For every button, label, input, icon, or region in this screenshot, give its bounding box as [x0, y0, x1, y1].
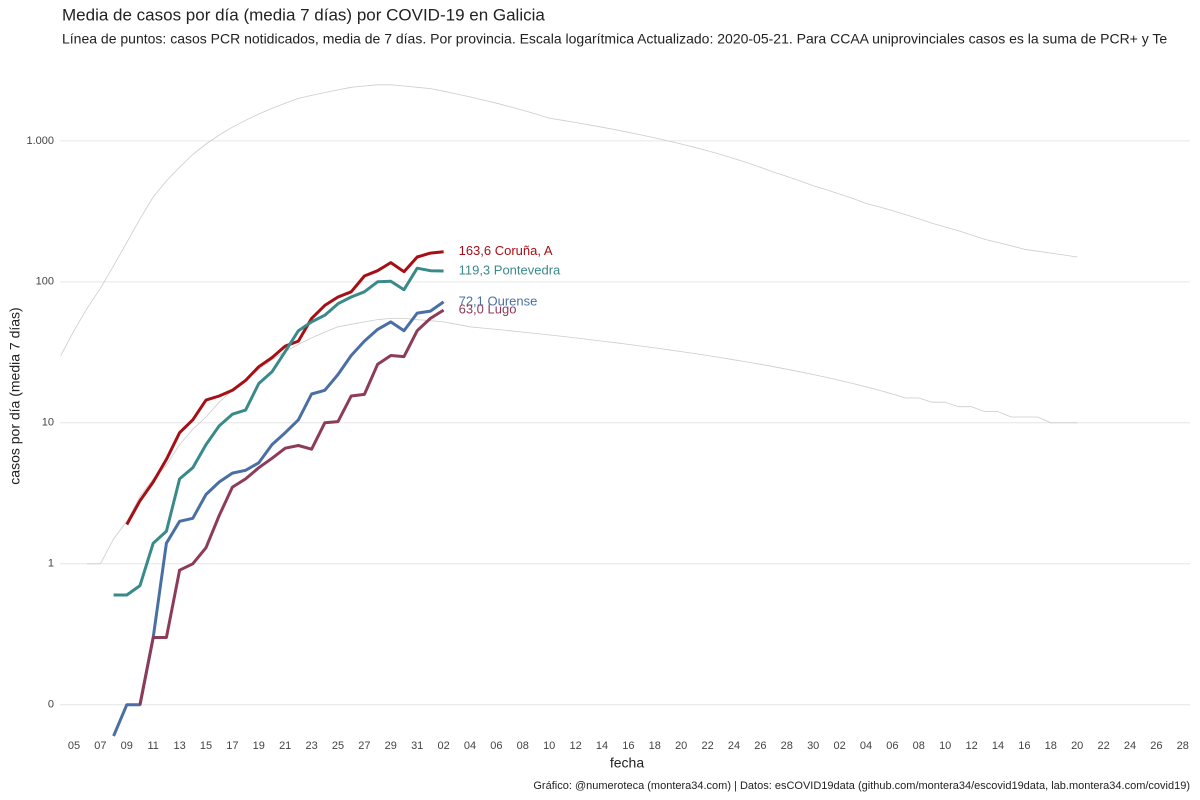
x-tick-label: 28 — [1177, 740, 1189, 752]
x-tick-label: 25 — [332, 740, 344, 752]
x-tick-label: 06 — [886, 740, 898, 752]
x-tick-label: 14 — [992, 740, 1004, 752]
x-tick-label: 26 — [754, 740, 766, 752]
series-line — [113, 266, 444, 597]
x-tick-label: 12 — [569, 740, 581, 752]
x-tick-label: 02 — [833, 740, 845, 752]
y-tick-label: 100 — [36, 276, 54, 288]
x-tick-label: 22 — [701, 740, 713, 752]
end-label: 72,1 Ourense — [459, 293, 538, 308]
series-line — [125, 250, 444, 526]
caption: Gráfico: @numeroteca (montera34.com) | D… — [533, 780, 1190, 792]
x-axis-label: fecha — [610, 755, 644, 771]
end-label: 119,3 Pontevedra — [459, 262, 561, 277]
x-tick-label: 04 — [860, 740, 872, 752]
x-tick-label: 26 — [1150, 740, 1162, 752]
y-tick-label: 1.000 — [26, 135, 54, 147]
x-tick-label: 21 — [279, 740, 291, 752]
x-tick-label: 08 — [517, 740, 529, 752]
x-tick-label: 18 — [649, 740, 661, 752]
x-tick-label: 06 — [490, 740, 502, 752]
chart-title: Media de casos por día (media 7 días) po… — [62, 5, 545, 24]
series-line — [112, 300, 445, 737]
end-label: 163,6 Coruña, A — [459, 243, 553, 258]
x-tick-label: 24 — [728, 740, 740, 752]
y-tick-label: 0 — [48, 699, 54, 711]
x-tick-label: 22 — [1097, 740, 1109, 752]
x-tick-label: 02 — [437, 740, 449, 752]
x-tick-label: 19 — [253, 740, 265, 752]
x-tick-label: 12 — [965, 740, 977, 752]
series-line — [138, 308, 445, 705]
end-label: 63,0 Lugo — [459, 302, 517, 317]
x-tick-label: 04 — [464, 740, 476, 752]
x-tick-label: 31 — [411, 740, 423, 752]
series-line — [60, 84, 1078, 356]
x-tick-label: 13 — [173, 740, 185, 752]
series-line — [87, 318, 1078, 565]
x-tick-label: 20 — [675, 740, 687, 752]
x-tick-label: 24 — [1124, 740, 1136, 752]
x-tick-label: 07 — [94, 740, 106, 752]
x-tick-label: 27 — [358, 740, 370, 752]
x-tick-label: 16 — [1018, 740, 1030, 752]
y-tick-label: 1 — [48, 558, 54, 570]
x-tick-label: 20 — [1071, 740, 1083, 752]
x-tick-label: 29 — [385, 740, 397, 752]
x-tick-label: 10 — [939, 740, 951, 752]
x-tick-label: 16 — [622, 740, 634, 752]
chart-subtitle: Línea de puntos: casos PCR notidicados, … — [62, 31, 1167, 47]
x-tick-label: 09 — [121, 740, 133, 752]
x-tick-label: 30 — [807, 740, 819, 752]
x-tick-label: 11 — [147, 740, 158, 752]
x-tick-label: 10 — [543, 740, 555, 752]
x-tick-label: 17 — [226, 740, 238, 752]
y-tick-label: 10 — [42, 417, 54, 429]
y-axis-label: casos por día (media 7 días) — [7, 307, 23, 484]
x-tick-label: 05 — [68, 740, 80, 752]
x-tick-label: 18 — [1045, 740, 1057, 752]
x-tick-label: 23 — [305, 740, 317, 752]
x-tick-label: 28 — [781, 740, 793, 752]
x-tick-label: 14 — [596, 740, 608, 752]
x-tick-label: 08 — [913, 740, 925, 752]
x-tick-label: 15 — [200, 740, 212, 752]
